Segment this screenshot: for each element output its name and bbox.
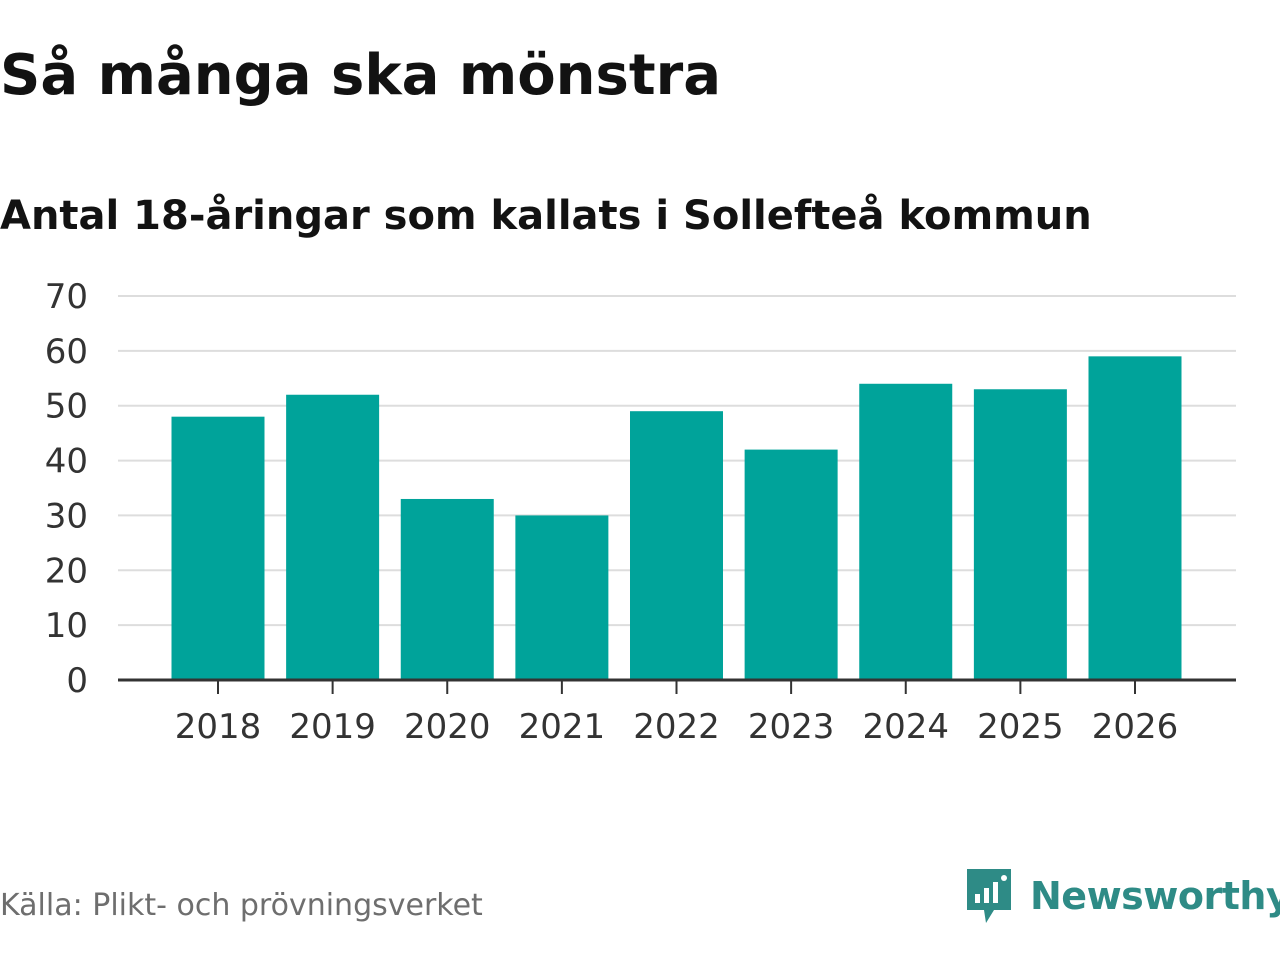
source-note: Källa: Plikt- och prövningsverket [0, 888, 483, 923]
bar-2018 [171, 416, 265, 680]
y-tick-label: 10 [45, 606, 88, 646]
x-tick-label: 2025 [977, 707, 1064, 747]
x-tick-label: 2020 [404, 707, 491, 747]
x-tick-label: 2022 [633, 707, 720, 747]
bar-2024 [859, 383, 953, 680]
brand-logo: Newsworthy [964, 864, 1280, 928]
bar-2019 [286, 394, 380, 680]
bar-2022 [630, 411, 723, 680]
y-tick-label: 50 [45, 387, 88, 427]
brand-name: Newsworthy [1030, 874, 1280, 918]
y-tick-label: 0 [66, 661, 88, 701]
x-axis [118, 678, 1236, 694]
y-tick-label: 20 [45, 551, 88, 591]
y-tick-label: 30 [45, 496, 88, 536]
bars [171, 356, 1182, 680]
bar-2025 [973, 389, 1067, 680]
x-axis-ticks: 2018 2019 2020 2021 2022 2023 2024 2025 2026 [175, 707, 1179, 747]
y-tick-label: 60 [45, 332, 88, 372]
bar-2020 [400, 498, 494, 680]
bar-2023 [744, 449, 838, 680]
y-tick-label: 70 [45, 277, 88, 317]
bar-chart-svg: 0 10 20 30 40 50 60 70 2018 2019 2020 2021 2022 2023… [45, 277, 1236, 747]
x-tick-label: 2019 [289, 707, 376, 747]
y-axis-ticks: 0 10 20 30 40 50 60 70 [45, 277, 88, 701]
x-tick-label: 2026 [1092, 707, 1179, 747]
bar-2021 [515, 515, 609, 680]
bar-chart-speech-bubble-icon [967, 869, 1011, 923]
y-tick-label: 40 [45, 442, 88, 482]
x-tick-label: 2023 [748, 707, 835, 747]
x-tick-label: 2021 [519, 707, 606, 747]
chart-title: Så många ska mönstra [0, 43, 722, 108]
bar-chart: 0 10 20 30 40 50 60 70 2018 2019 2020 2021 2022 2023… [0, 270, 1280, 770]
x-tick-label: 2018 [175, 707, 262, 747]
x-tick-label: 2024 [862, 707, 949, 747]
bar-2026 [1088, 356, 1182, 680]
chart-subtitle: Antal 18-åringar som kallats i Sollefteå… [0, 193, 1092, 239]
